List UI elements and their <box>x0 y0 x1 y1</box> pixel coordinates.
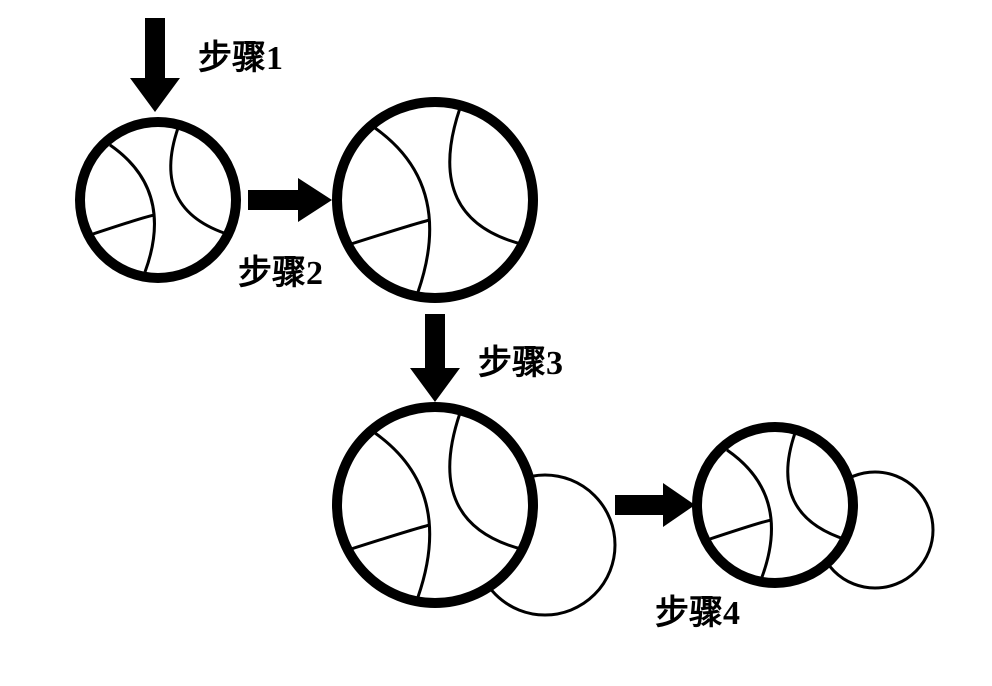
arrow-step1 <box>130 18 180 112</box>
cell-stage3 <box>337 407 533 603</box>
cell-stage4 <box>697 427 853 583</box>
arrow-step4 <box>615 483 695 527</box>
cell-stage2 <box>337 102 533 298</box>
label-step3: 步骤3 <box>478 335 563 384</box>
arrow-step3 <box>410 314 460 402</box>
label-step2: 步骤2 <box>238 245 323 294</box>
label-step1: 步骤1 <box>198 30 283 79</box>
arrow-step2 <box>248 178 332 222</box>
label-step4: 步骤4 <box>655 585 740 634</box>
cell-stage1 <box>80 122 236 278</box>
